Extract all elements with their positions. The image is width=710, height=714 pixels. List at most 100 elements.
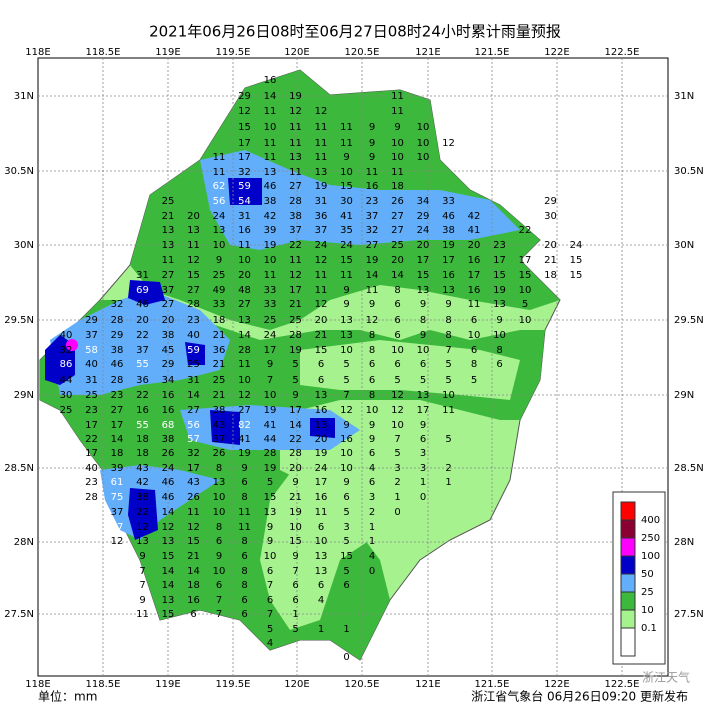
station-value: 11 <box>264 270 277 281</box>
lat-label: 30N <box>14 240 34 251</box>
station-value: 27 <box>238 299 251 310</box>
station-value: 46 <box>136 299 149 310</box>
station-value: 31 <box>85 375 98 386</box>
station-value: 8 <box>369 345 375 356</box>
station-value: 55 <box>136 420 149 431</box>
station-value: 7 <box>445 345 451 356</box>
station-value: 46 <box>264 181 277 192</box>
station-value: 17 <box>417 255 430 266</box>
legend-label: 25 <box>641 587 654 598</box>
station-value: 18 <box>136 434 149 445</box>
station-value: 6 <box>241 477 247 488</box>
station-value: 12 <box>315 106 328 117</box>
station-value: 38 <box>136 492 149 503</box>
station-value: 27 <box>111 405 124 416</box>
lat-label: 30N <box>674 240 694 251</box>
station-value: 28 <box>111 315 124 326</box>
station-value: 6 <box>420 359 426 370</box>
station-value: 32 <box>60 345 73 356</box>
station-value: 10 <box>391 345 404 356</box>
station-value: 13 <box>136 536 149 547</box>
station-value: 8 <box>216 463 222 474</box>
legend-label: 100 <box>641 551 660 562</box>
station-value: 19 <box>289 91 302 102</box>
station-value: 11 <box>264 152 277 163</box>
station-value: 41 <box>340 211 353 222</box>
station-value: 7 <box>139 566 145 577</box>
station-value: 10 <box>340 448 353 459</box>
station-value: 32 <box>111 299 124 310</box>
station-value: 6 <box>369 359 375 370</box>
station-value: 11 <box>315 285 328 296</box>
station-value: 24 <box>162 463 175 474</box>
station-value: 6 <box>471 345 477 356</box>
station-value: 10 <box>213 507 226 518</box>
station-value: 19 <box>289 345 302 356</box>
station-value: 41 <box>238 434 251 445</box>
lon-label: 118E <box>25 47 50 58</box>
station-value: 3 <box>343 522 349 533</box>
station-value: 17 <box>238 152 251 163</box>
station-value: 48 <box>238 285 251 296</box>
station-value: 27 <box>162 270 175 281</box>
station-value: 7 <box>267 375 273 386</box>
station-value: 16 <box>366 181 379 192</box>
station-value: 28 <box>187 299 200 310</box>
station-value: 38 <box>213 405 226 416</box>
station-value: 12 <box>315 255 328 266</box>
station-value: 29 <box>417 211 430 222</box>
station-value: 5 <box>267 624 273 635</box>
station-value: 6 <box>216 536 222 547</box>
station-value: 0 <box>394 507 400 518</box>
station-value: 9 <box>292 477 298 488</box>
station-value: 6 <box>292 595 298 606</box>
station-value: 11 <box>289 167 302 178</box>
station-value: 21 <box>289 492 302 503</box>
station-value: 3 <box>394 463 400 474</box>
station-value: 19 <box>264 240 277 251</box>
station-value: 27 <box>366 240 379 251</box>
station-value: 42 <box>136 477 149 488</box>
station-value: 12 <box>391 390 404 401</box>
station-value: 0 <box>420 492 426 503</box>
station-value: 43 <box>136 463 149 474</box>
station-value: 12 <box>442 138 455 149</box>
station-value: 19 <box>315 448 328 459</box>
station-value: 24 <box>417 225 430 236</box>
station-value: 10 <box>264 122 277 133</box>
station-value: 9 <box>369 434 375 445</box>
station-value: 11 <box>187 240 200 251</box>
station-value: 6 <box>267 595 273 606</box>
station-value: 33 <box>442 196 455 207</box>
station-value: 6 <box>471 315 477 326</box>
station-value: 13 <box>417 390 430 401</box>
station-value: 6 <box>241 551 247 562</box>
station-value: 6 <box>394 359 400 370</box>
station-value: 9 <box>343 299 349 310</box>
station-value: 4 <box>369 551 375 562</box>
station-value: 12 <box>289 106 302 117</box>
station-value: 9 <box>216 255 222 266</box>
station-value: 10 <box>340 463 353 474</box>
station-value: 46 <box>162 492 175 503</box>
station-value: 1 <box>394 492 400 503</box>
station-value: 15 <box>519 270 532 281</box>
station-value: 11 <box>315 138 328 149</box>
station-value: 37 <box>111 507 124 518</box>
station-value: 17 <box>315 477 328 488</box>
station-value: 56 <box>213 196 226 207</box>
station-value: 29 <box>238 91 251 102</box>
station-value: 13 <box>213 225 226 236</box>
station-value: 13 <box>417 285 430 296</box>
station-value: 8 <box>445 330 451 341</box>
station-value: 38 <box>162 434 175 445</box>
station-value: 44 <box>264 434 277 445</box>
station-value: 9 <box>292 390 298 401</box>
station-value: 7 <box>267 609 273 620</box>
station-value: 24 <box>315 463 328 474</box>
station-value: 28 <box>111 375 124 386</box>
station-value: 43 <box>213 420 226 431</box>
station-value: 25 <box>289 315 302 326</box>
station-value: 22 <box>136 390 149 401</box>
station-value: 2 <box>445 463 451 474</box>
